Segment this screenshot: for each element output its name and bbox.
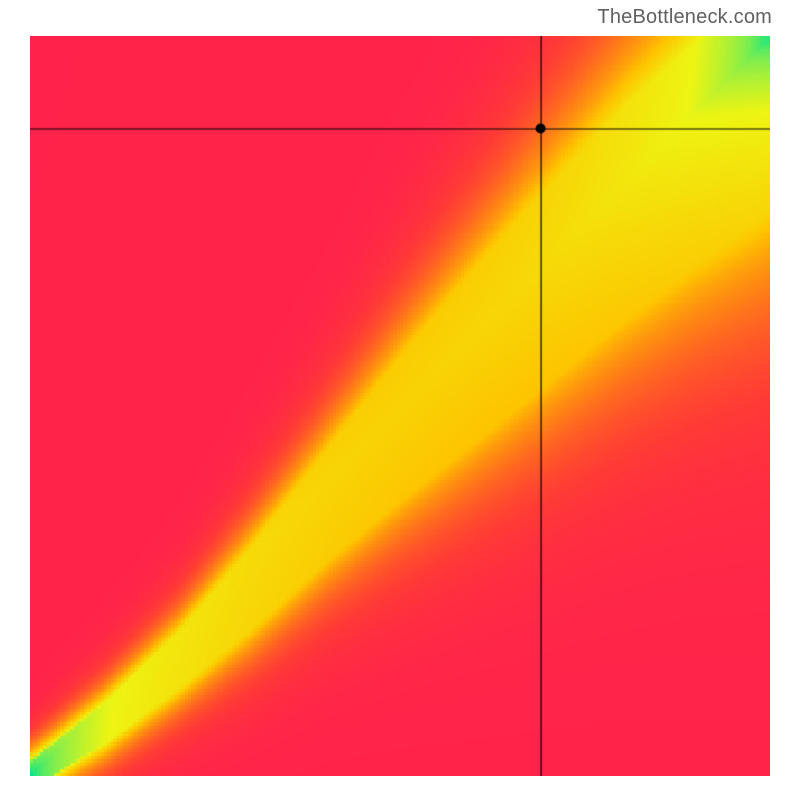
heatmap-canvas xyxy=(30,36,770,776)
watermark-text: TheBottleneck.com xyxy=(597,6,772,29)
plot-area xyxy=(30,36,770,776)
chart-container: TheBottleneck.com xyxy=(0,0,800,800)
